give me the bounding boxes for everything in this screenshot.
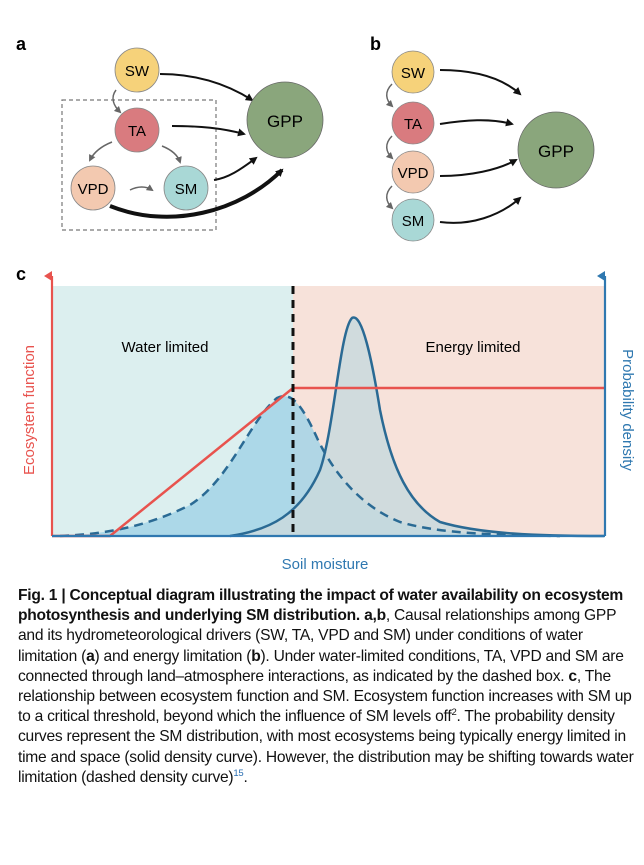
node-ta-b-label: TA: [404, 116, 422, 133]
arrow-ta-vpd-b: [385, 135, 394, 160]
caption-title: Conceptual diagram illustrating the impa…: [18, 587, 624, 625]
arrow-ta-gpp-b: [439, 118, 514, 127]
node-vpd-b: [391, 150, 435, 194]
node-sm-b-label: SM: [402, 213, 425, 230]
x-axis-label: Soil moisture: [282, 556, 369, 573]
figure-caption: Fig. 1 | Conceptual diagram illustrating…: [18, 587, 634, 786]
solid-density-curve: [229, 316, 605, 538]
arrow-sw-ta-b: [385, 83, 394, 108]
caption-citation-15[interactable]: 15: [233, 767, 244, 779]
node-vpd-a: [70, 165, 116, 211]
dashed-density-curve: [59, 395, 561, 538]
node-sw-a: [114, 47, 160, 93]
caption-text-3: ). Under water-limited conditions, TA, V…: [18, 647, 624, 685]
panel-a-label: a: [16, 34, 27, 54]
node-gpp-a-label: GPP: [267, 112, 303, 131]
arrow-sw-gpp-a: [159, 73, 254, 102]
solid-density-fill: [230, 317, 604, 536]
arrow-sm-gpp-a: [213, 156, 258, 181]
caption-citation-2[interactable]: 2: [451, 707, 457, 719]
arrow-vpd-sm-a: [129, 184, 154, 192]
arrow-ta-gpp-a: [171, 125, 246, 137]
caption-text-1: , Causal relationships among GPP and its…: [18, 607, 616, 665]
caption-text-2: ) and energy limitation (: [94, 647, 252, 665]
y-axis-right-label: Probability density: [619, 349, 636, 471]
node-ta-a-label: TA: [128, 123, 146, 140]
node-sm-a: [163, 165, 209, 211]
figure-diagram: a SW TA VPD SM GPP b SW TA VPD SM GPP c …: [16, 34, 636, 573]
caption-text-5: . The probability density curves represe…: [18, 708, 634, 786]
caption-ref-a: a: [364, 607, 373, 625]
y-axis-left-label: Ecosystem function: [21, 345, 38, 475]
dashed-density-fill: [52, 396, 560, 536]
node-sw-b: [391, 50, 435, 94]
energy-limited-label: Energy limited: [425, 339, 520, 356]
arrow-sw-gpp-b: [439, 69, 522, 96]
node-sw-a-label: SW: [125, 63, 150, 80]
arrow-vpd-gpp-a: [109, 168, 284, 219]
node-ta-b: [391, 101, 435, 145]
panel-b-label: b: [370, 34, 381, 54]
node-gpp-b-label: GPP: [538, 142, 574, 161]
node-sm-b: [391, 198, 435, 242]
panel-a-dashed-box: [61, 99, 217, 231]
caption-ref-c: c: [568, 667, 577, 685]
node-ta-a: [114, 107, 160, 153]
caption-text-6: .: [243, 768, 248, 786]
node-gpp-a: [246, 81, 324, 159]
water-limited-label: Water limited: [122, 339, 209, 356]
node-vpd-a-label: VPD: [78, 181, 109, 198]
node-sw-b-label: SW: [401, 65, 426, 82]
arrow-sw-ta-a: [112, 89, 122, 114]
arrow-ta-vpd-a: [89, 141, 113, 162]
caption-fig-number: Fig. 1: [18, 587, 58, 604]
node-sm-a-label: SM: [175, 181, 198, 198]
arrow-sm-gpp-b: [439, 196, 522, 224]
arrow-ta-sm-a: [161, 145, 182, 164]
panel-c-label: c: [16, 264, 26, 284]
node-gpp-b: [517, 111, 595, 189]
arrow-vpd-sm-b: [385, 185, 394, 210]
arrow-vpd-gpp-b: [439, 159, 518, 177]
caption-ref-b: b: [376, 607, 387, 625]
caption-text-4: , The relationship between ecosystem fun…: [18, 667, 632, 726]
node-vpd-b-label: VPD: [398, 165, 429, 182]
